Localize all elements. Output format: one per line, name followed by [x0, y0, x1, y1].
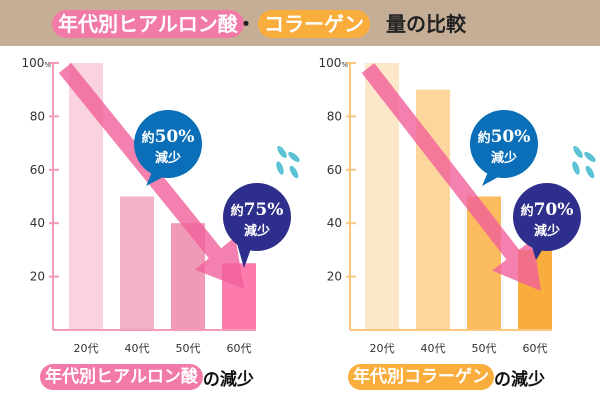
- y-tick-label: 100%: [21, 56, 51, 70]
- bubble-decrease-label: 減少: [244, 223, 270, 239]
- caption-hyaluronic-tag: 年代別ヒアルロン酸: [40, 364, 203, 390]
- annotation-bubble: 約50% 減少: [134, 110, 202, 186]
- y-tick-label: 40: [327, 216, 342, 230]
- y-tick-label: 60: [30, 163, 45, 177]
- annotation-bubble: 約50% 減少: [470, 110, 538, 186]
- sweat-drops-icon: [276, 146, 300, 179]
- x-tick-label: 60代: [227, 342, 252, 355]
- x-tick-label: 40代: [421, 342, 446, 355]
- x-tick-label: 50代: [472, 342, 497, 355]
- bubble-percent-label: 約75%: [231, 200, 284, 220]
- caption-hyaluronic-rest: の減少: [202, 369, 254, 390]
- drop: [572, 161, 580, 175]
- title-collagen-pill: コラーゲン: [258, 10, 370, 38]
- bubble-circle: [223, 183, 291, 251]
- bubble-circle: [513, 183, 581, 251]
- title-hyaluronic-pill: 年代別ヒアルロン酸: [52, 10, 244, 38]
- sweat-drops-icon: [572, 146, 596, 179]
- y-tick-label: 20: [30, 270, 45, 284]
- title-separator: ・: [236, 12, 256, 36]
- drop: [584, 151, 596, 163]
- bubble-decrease-label: 減少: [534, 223, 560, 239]
- caption-collagen: 年代別コラーゲン の減少: [348, 364, 545, 390]
- y-tick-label: 60: [327, 163, 342, 177]
- drop: [276, 161, 284, 175]
- annotation-bubble: 約70% 減少: [513, 183, 581, 260]
- caption-collagen-rest: の減少: [494, 369, 545, 390]
- annotation-bubble: 約75% 減少: [223, 183, 291, 268]
- x-tick-label: 60代: [523, 342, 548, 355]
- x-tick-label: 20代: [74, 342, 99, 355]
- bubble-percent-label: 約50%: [478, 127, 531, 147]
- drop: [277, 146, 287, 158]
- drop: [289, 165, 299, 179]
- x-tick-label: 20代: [370, 342, 395, 355]
- caption-collagen-tag: 年代別コラーゲン: [348, 364, 494, 390]
- drop: [585, 165, 595, 179]
- y-tick-label: 20: [327, 270, 342, 284]
- caption-hyaluronic: 年代別ヒアルロン酸 の減少: [40, 364, 254, 390]
- bubble-decrease-label: 減少: [491, 150, 517, 166]
- drop: [288, 151, 300, 163]
- drop: [573, 146, 583, 158]
- bubble-percent-label: 約50%: [142, 127, 195, 147]
- header-banner: 年代別ヒアルロン酸 ・ コラーゲン 量の比較: [0, 0, 600, 46]
- bar-40代: [120, 196, 154, 330]
- decline-arrow: [361, 63, 541, 291]
- x-tick-label: 50代: [176, 342, 201, 355]
- bubble-decrease-label: 減少: [155, 150, 181, 166]
- y-tick-label: 80: [327, 109, 342, 123]
- y-tick-label: 80: [30, 109, 45, 123]
- x-tick-label: 40代: [125, 342, 150, 355]
- y-tick-label: 40: [30, 216, 45, 230]
- title-suffix: 量の比較: [386, 12, 466, 36]
- bubble-circle: [134, 110, 202, 178]
- y-tick-label: 100%: [318, 56, 348, 70]
- bubble-circle: [470, 110, 538, 178]
- bubble-percent-label: 約70%: [521, 200, 574, 220]
